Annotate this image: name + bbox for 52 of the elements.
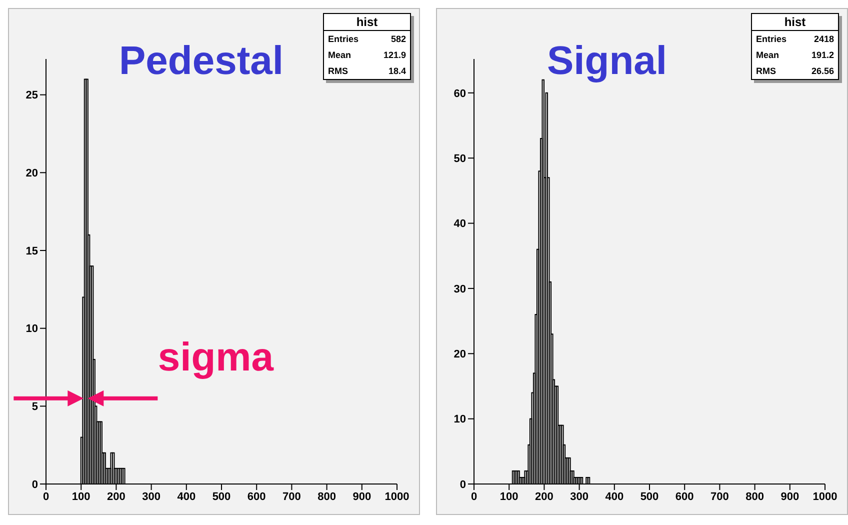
y-tick-label: 10	[26, 323, 38, 336]
text: hist	[752, 14, 838, 31]
text: Entries	[756, 34, 787, 44]
annotation: RMS	[328, 66, 348, 76]
y-tick-label: 50	[454, 152, 466, 165]
annotation: 121.9	[383, 50, 406, 60]
y-tick-label: 20	[454, 348, 466, 361]
y-tick-label: 0	[460, 478, 466, 491]
y-tick-label: 15	[26, 245, 38, 258]
y-tick-label: 20	[26, 168, 38, 180]
y-tick-label: 10	[454, 414, 466, 426]
x-tick-label: 0	[470, 490, 478, 503]
x-tick-label: 300	[142, 490, 160, 503]
y-tick-label: 40	[454, 218, 466, 230]
x-tick-label: 400	[177, 490, 196, 503]
x-tick-label: 0	[42, 490, 50, 503]
chart-title: Pedestal	[119, 39, 284, 84]
y-tick-label: 0	[32, 478, 38, 491]
x-tick-label: 900	[352, 490, 372, 503]
y-tick-label: 60	[454, 88, 466, 100]
annotation: sigma	[158, 335, 274, 380]
chart-title: Signal	[547, 39, 668, 84]
x-tick-label: 500	[212, 490, 231, 503]
x-tick-label: 500	[640, 490, 659, 503]
x-tick-label: 600	[247, 490, 266, 503]
x-tick-label: 400	[605, 490, 624, 503]
x-tick-label: 800	[746, 490, 764, 503]
x-tick-label: 200	[535, 490, 554, 503]
x-tick-label: 100	[72, 490, 90, 503]
x-tick-label: 900	[780, 490, 800, 503]
text: Entries	[328, 34, 359, 44]
annotation: 26.56	[811, 66, 834, 76]
text: hist	[324, 14, 410, 31]
y-tick-label: 5	[32, 401, 38, 414]
x-tick-label: 700	[710, 490, 729, 503]
annotation: 191.2	[811, 50, 834, 60]
x-tick-label: 600	[675, 490, 694, 503]
y-tick-label: 25	[26, 90, 38, 102]
x-tick-label: 200	[107, 490, 126, 503]
annotation: Mean	[756, 50, 780, 60]
annotation: Mean	[328, 50, 352, 60]
x-tick-label: 700	[282, 490, 301, 503]
x-tick-label: 800	[318, 490, 336, 503]
text: 2418	[814, 34, 834, 44]
x-tick-label: 1000	[812, 490, 838, 503]
annotation: RMS	[756, 66, 776, 76]
y-tick-label: 30	[454, 283, 466, 296]
text: 582	[390, 34, 406, 44]
x-tick-label: 1000	[384, 490, 410, 503]
x-tick-label: 300	[570, 490, 588, 503]
annotation: 18.4	[388, 66, 406, 76]
x-tick-label: 100	[500, 490, 518, 503]
